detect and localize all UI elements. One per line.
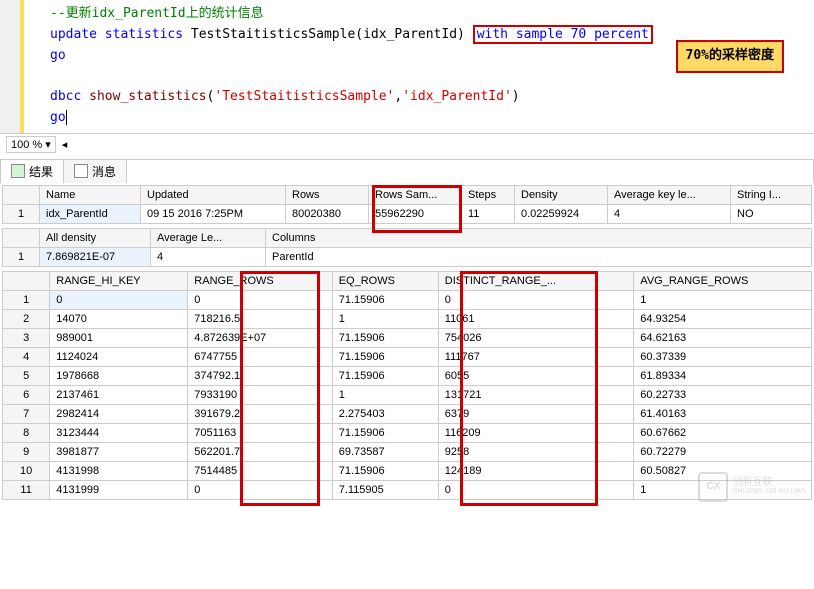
results-tabs: 结果 消息 [0, 159, 814, 183]
table-row[interactable]: 1 7.869821E-07 4 ParentId [3, 247, 812, 266]
tab-results[interactable]: 结果 [1, 160, 64, 183]
density-grid[interactable]: All density Average Le... Columns 1 7.86… [2, 228, 812, 267]
header-row: RANGE_HI_KEY RANGE_ROWS EQ_ROWS DISTINCT… [3, 271, 812, 290]
table-row[interactable]: 41124024674775571.1590611176760.37339 [3, 347, 812, 366]
table-row[interactable]: 39890014.872639E+0771.1590675402664.6216… [3, 328, 812, 347]
grid-icon [11, 164, 25, 178]
table-row[interactable]: 104131998751448571.1590612418960.50827 [3, 461, 812, 480]
table-row[interactable]: 11413199907.11590501 [3, 480, 812, 499]
watermark: CX 创新互联CHUANG XIN HU LIAN [698, 472, 806, 502]
zoom-bar: 100 % ▾ ◂ [0, 133, 814, 155]
header-row: All density Average Le... Columns [3, 228, 812, 247]
zoom-select[interactable]: 100 % ▾ [6, 136, 56, 153]
tab-messages[interactable]: 消息 [64, 160, 127, 183]
sql-editor[interactable]: --更新idx_ParentId上的统计信息 update statistics… [0, 0, 814, 133]
table-row[interactable]: 93981877562201.769.73587925860.72279 [3, 442, 812, 461]
table-row[interactable]: 51978668374792.171.15906605561.89334 [3, 366, 812, 385]
table-row[interactable]: 214070718216.511106164.93254 [3, 309, 812, 328]
with-sample-highlight: with sample 70 percent [473, 25, 653, 44]
messages-icon [74, 164, 88, 178]
table-row[interactable]: 1 idx_ParentId 09 15 2016 7:25PM 8002038… [3, 204, 812, 223]
density-callout: 70%的采样密度 [676, 40, 784, 73]
stats-header-grid[interactable]: Name Updated Rows Rows Sam... Steps Dens… [2, 185, 812, 224]
table-row[interactable]: 621374617933190113172160.22733 [3, 385, 812, 404]
table-row[interactable]: 83123444705116371.1590611620960.67662 [3, 423, 812, 442]
change-indicator [20, 0, 24, 133]
watermark-logo: CX [698, 472, 728, 502]
code-comment: --更新idx_ParentId上的统计信息 [50, 6, 264, 21]
histogram-grid[interactable]: RANGE_HI_KEY RANGE_ROWS EQ_ROWS DISTINCT… [2, 271, 812, 500]
table-row[interactable]: 72982414391679.22.275403637961.40163 [3, 404, 812, 423]
table-row[interactable]: 10071.1590601 [3, 290, 812, 309]
results-pane: Name Updated Rows Rows Sam... Steps Dens… [0, 183, 814, 506]
header-row: Name Updated Rows Rows Sam... Steps Dens… [3, 185, 812, 204]
